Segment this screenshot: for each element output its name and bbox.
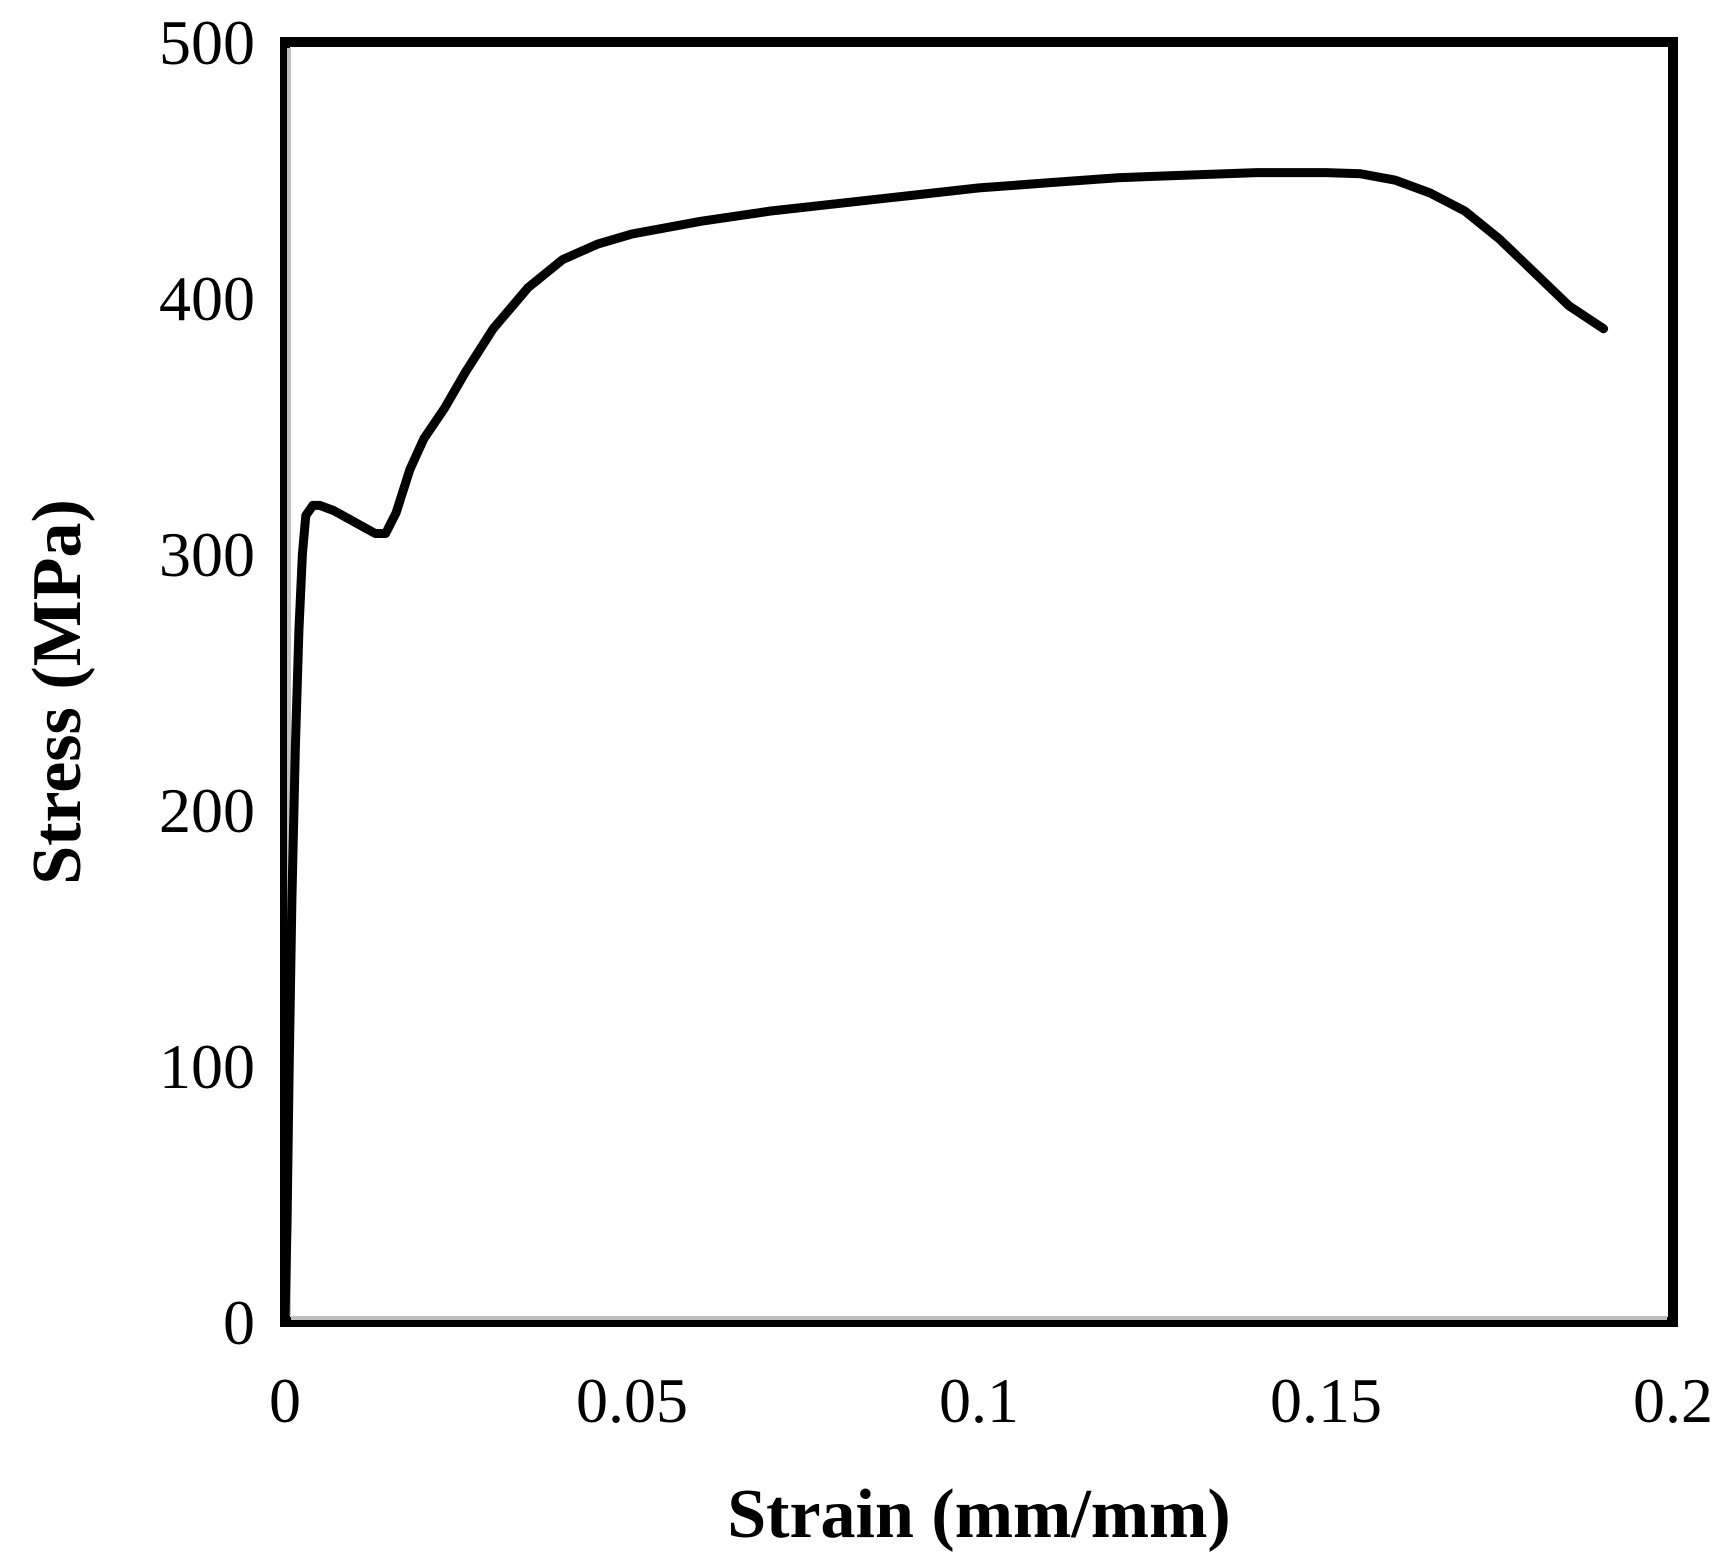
stress-strain-curve (280, 168, 1609, 1327)
x-tick-label: 0.1 (939, 1365, 1019, 1436)
x-tick-labels: 0 0.05 0.1 0.15 0.2 (269, 1365, 1713, 1436)
y-tick-label: 300 (159, 519, 255, 590)
plot-area-frame (280, 37, 1678, 1327)
y-axis-title: Stress (MPa) (19, 499, 96, 885)
x-tick-label: 0.15 (1270, 1365, 1382, 1436)
y-tick-label: 200 (159, 775, 255, 846)
x-tick-label: 0.05 (576, 1365, 688, 1436)
y-tick-labels: 0 100 200 300 400 500 (159, 7, 255, 1358)
y-tick-label: 400 (159, 263, 255, 334)
y-tick-label: 100 (159, 1031, 255, 1102)
y-tick-label: 0 (223, 1287, 255, 1358)
x-tick-label: 0.2 (1633, 1365, 1713, 1436)
x-tick-label: 0 (269, 1365, 301, 1436)
x-axis-title: Strain (mm/mm) (727, 1476, 1231, 1553)
y-tick-label: 500 (159, 7, 255, 78)
